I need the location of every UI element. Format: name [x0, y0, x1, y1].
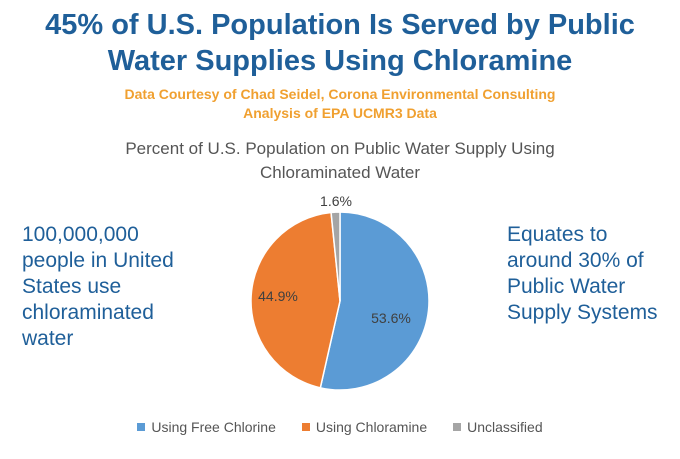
data-label: 1.6%: [320, 193, 352, 209]
left-note-line: chloraminated: [22, 301, 154, 324]
legend-item: Using Free Chlorine: [137, 419, 276, 435]
headline-line-1: 45% of U.S. Population Is Served by Publ…: [45, 9, 635, 41]
chart-title-line-2: Chloraminated Water: [260, 163, 420, 182]
credit-line-2: Analysis of EPA UCMR3 Data: [243, 105, 437, 121]
left-note-line: water: [22, 327, 74, 350]
data-label: 53.6%: [371, 310, 411, 326]
legend-label: Using Free Chlorine: [151, 419, 276, 435]
right-note: Equates to around 30% of Public Water Su…: [507, 222, 658, 326]
legend-item: Using Chloramine: [301, 419, 428, 435]
right-note-line: Equates to: [507, 223, 608, 246]
headline-line-2: Water Supplies Using Chloramine: [107, 45, 573, 77]
legend-swatch: [137, 423, 146, 431]
pie-slice-using-chloramine: [250, 211, 341, 389]
legend: Using Free Chlorine Using Chloramine Unc…: [0, 419, 680, 435]
left-note-line: 100,000,000: [22, 223, 139, 246]
credit-line-1: Data Courtesy of Chad Seidel, Corona Env…: [124, 86, 556, 102]
legend-swatch: [301, 423, 310, 431]
left-note-line: States use: [22, 275, 122, 298]
left-note: 100,000,000 people in United States use …: [22, 222, 174, 352]
legend-label: Unclassified: [467, 419, 543, 435]
pie-slice-unclassified: [330, 211, 341, 302]
legend-swatch: [453, 423, 462, 431]
left-note-line: people in United: [22, 249, 174, 272]
pie-slice-using-free-chlorine: [319, 211, 430, 391]
data-label: 44.9%: [258, 288, 298, 304]
right-note-line: around 30% of: [507, 249, 644, 272]
legend-label: Using Chloramine: [315, 419, 428, 435]
chart-title-line-1: Percent of U.S. Population on Public Wat…: [125, 139, 555, 158]
right-note-line: Public Water: [507, 275, 626, 298]
right-note-line: Supply Systems: [507, 301, 658, 324]
legend-item: Unclassified: [453, 419, 543, 435]
